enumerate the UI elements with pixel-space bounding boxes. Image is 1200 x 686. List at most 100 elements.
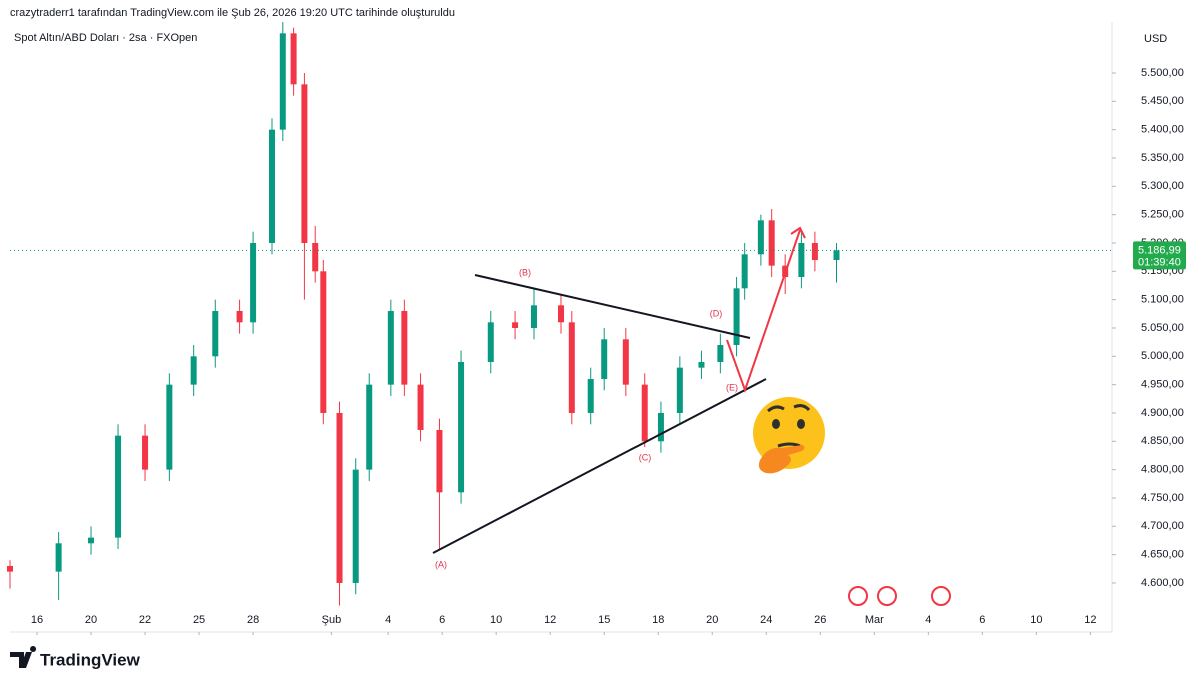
y-tick-label: 4.950,00 bbox=[1141, 379, 1184, 391]
y-tick-label: 5.000,00 bbox=[1141, 350, 1184, 362]
x-tick-label: 15 bbox=[598, 614, 610, 626]
candle-body bbox=[336, 412, 343, 583]
arrowhead bbox=[790, 226, 806, 239]
candle-body bbox=[587, 378, 594, 413]
trendline bbox=[432, 378, 767, 554]
y-tick-label: 5.250,00 bbox=[1141, 209, 1184, 221]
candle-body bbox=[641, 384, 648, 442]
logo-text: TradingView bbox=[40, 650, 141, 669]
candle-body bbox=[622, 339, 629, 385]
candle-body bbox=[811, 242, 818, 260]
candle-body bbox=[115, 435, 122, 538]
candle-body bbox=[558, 305, 564, 323]
x-tick-label: 20 bbox=[85, 614, 97, 626]
x-tick-label: 10 bbox=[1030, 614, 1042, 626]
candle-body bbox=[250, 242, 257, 323]
y-tick-label: 4.650,00 bbox=[1141, 549, 1184, 561]
candle-body bbox=[212, 310, 219, 357]
y-tick-label: 4.850,00 bbox=[1141, 435, 1184, 447]
candle-body bbox=[798, 242, 805, 277]
candle-body bbox=[301, 84, 308, 243]
x-tick-label: 26 bbox=[814, 614, 826, 626]
candle-body bbox=[236, 310, 243, 323]
y-tick-label: 4.900,00 bbox=[1141, 407, 1184, 419]
candle-body bbox=[657, 412, 664, 442]
candle-body bbox=[717, 344, 724, 362]
x-tick-label: 12 bbox=[1084, 614, 1096, 626]
y-tick-label: 5.450,00 bbox=[1141, 95, 1184, 107]
x-tick-label: Şub bbox=[322, 614, 342, 626]
candle-body bbox=[741, 254, 748, 289]
candle-body bbox=[757, 220, 764, 255]
y-tick-label: 4.800,00 bbox=[1141, 464, 1184, 476]
x-tick-label: 6 bbox=[439, 614, 445, 626]
x-tick-label: 25 bbox=[193, 614, 205, 626]
y-tick-label: 5.500,00 bbox=[1141, 67, 1184, 79]
candle-body bbox=[512, 322, 519, 328]
emoji bbox=[753, 397, 825, 474]
x-tick-label: Mar bbox=[865, 614, 884, 626]
y-tick-label: 5.050,00 bbox=[1141, 322, 1184, 334]
candle-body bbox=[290, 33, 297, 85]
wave-label: (C) bbox=[639, 452, 652, 462]
x-tick-label: 16 bbox=[31, 614, 43, 626]
x-tick-label: 12 bbox=[544, 614, 556, 626]
x-tick-label: 4 bbox=[925, 614, 931, 626]
candle-body bbox=[320, 271, 327, 413]
last-price-label: 5.186,99 bbox=[1138, 244, 1181, 256]
y-tick-label: 5.400,00 bbox=[1141, 124, 1184, 136]
candle-body bbox=[366, 384, 373, 470]
wave-label: (A) bbox=[435, 559, 447, 569]
y-tick-label: 5.300,00 bbox=[1141, 180, 1184, 192]
candle-body bbox=[401, 310, 408, 385]
candle-body bbox=[190, 356, 197, 385]
currency: USD bbox=[1144, 33, 1167, 45]
candle-body bbox=[768, 220, 775, 266]
x-tick-label: 18 bbox=[652, 614, 664, 626]
wave-label: (B) bbox=[519, 267, 531, 277]
y-tick-label: 5.350,00 bbox=[1141, 152, 1184, 164]
candle-body bbox=[530, 305, 537, 328]
x-tick-label: 22 bbox=[139, 614, 151, 626]
x-tick-label: 24 bbox=[760, 614, 772, 626]
header: crazytraderr1 tarafından TradingView.com… bbox=[10, 7, 455, 19]
y-tick-label: 4.750,00 bbox=[1141, 492, 1184, 504]
chart-title: Spot Altın/ABD Doları · 2sa · FXOpen bbox=[14, 32, 197, 44]
plot: 4.600,00 4.650,00 4.700,00 4.750,00 4.800,00… bbox=[7, 22, 1184, 635]
logo: TradingView bbox=[10, 646, 141, 669]
candle-body bbox=[352, 469, 359, 583]
candle-body bbox=[458, 361, 465, 493]
candle-body bbox=[417, 384, 424, 430]
event-icons bbox=[848, 586, 951, 606]
candle-body bbox=[676, 367, 683, 413]
candle-body bbox=[733, 288, 740, 345]
projection bbox=[726, 229, 801, 394]
candle-body bbox=[7, 565, 13, 572]
x-tick-label: 20 bbox=[706, 614, 718, 626]
countdown: 01:39:40 bbox=[1138, 256, 1181, 268]
candle-body bbox=[166, 384, 173, 470]
last-price-box bbox=[1133, 241, 1186, 270]
candle-body bbox=[55, 543, 62, 572]
candle-body bbox=[387, 310, 394, 385]
candle-body bbox=[698, 361, 705, 368]
candle-body bbox=[142, 435, 149, 470]
trendline bbox=[474, 274, 751, 339]
candle-body bbox=[568, 322, 575, 413]
candle-body bbox=[436, 429, 443, 493]
wave-label: (E) bbox=[726, 382, 738, 392]
candle-body bbox=[88, 537, 95, 544]
candle-body bbox=[487, 322, 494, 362]
candle-body bbox=[279, 33, 286, 130]
x-tick-label: 6 bbox=[979, 614, 985, 626]
x-tick-label: 10 bbox=[490, 614, 502, 626]
x-tick-label: 4 bbox=[385, 614, 391, 626]
y-tick-label: 4.700,00 bbox=[1141, 520, 1184, 532]
candle-body bbox=[601, 339, 608, 379]
candle-body bbox=[833, 250, 840, 260]
y-tick-label: 4.600,00 bbox=[1141, 577, 1184, 589]
wave-label: (D) bbox=[710, 308, 723, 318]
